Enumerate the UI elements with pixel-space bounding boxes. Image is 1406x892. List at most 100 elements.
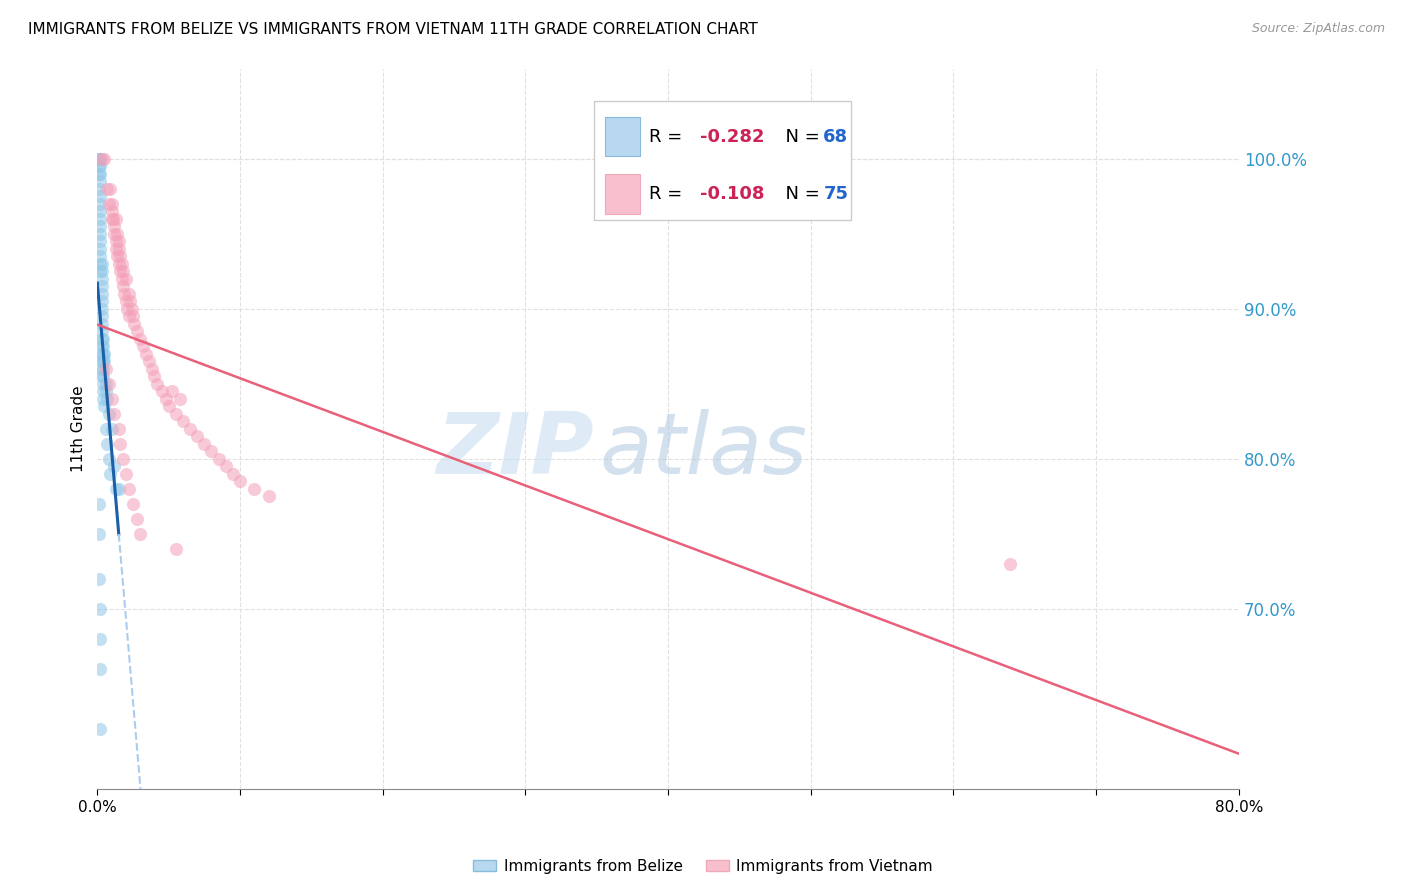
Text: ZIP: ZIP — [436, 409, 593, 492]
Point — [108, 249, 131, 263]
Point — [89, 242, 111, 256]
Point — [108, 437, 131, 451]
Point — [215, 459, 238, 474]
Point — [90, 257, 112, 271]
Point — [104, 234, 127, 248]
FancyBboxPatch shape — [606, 174, 640, 213]
Point — [90, 301, 112, 316]
Point — [1299, 722, 1322, 736]
Point — [89, 227, 111, 241]
Point — [243, 482, 266, 496]
Point — [169, 392, 191, 406]
Point — [104, 211, 127, 226]
Point — [89, 174, 111, 188]
Point — [135, 347, 157, 361]
Point — [179, 422, 201, 436]
Point — [129, 527, 152, 541]
Text: 68: 68 — [824, 128, 848, 145]
Point — [1000, 557, 1022, 571]
Point — [89, 264, 111, 278]
Point — [87, 572, 110, 586]
Text: -0.108: -0.108 — [700, 185, 765, 202]
Point — [257, 489, 280, 503]
Point — [93, 152, 115, 166]
Point — [172, 414, 194, 428]
Point — [90, 264, 112, 278]
Point — [89, 211, 111, 226]
Point — [229, 475, 252, 489]
Point — [122, 497, 145, 511]
Point — [87, 152, 110, 166]
Point — [89, 257, 111, 271]
Point — [104, 482, 127, 496]
Point — [89, 662, 111, 676]
Point — [115, 271, 138, 285]
Point — [118, 310, 141, 324]
Point — [89, 722, 111, 736]
Point — [129, 332, 152, 346]
Point — [90, 294, 112, 309]
Point — [94, 422, 117, 436]
Point — [89, 234, 111, 248]
Point — [90, 324, 112, 338]
Point — [127, 324, 149, 338]
Point — [87, 181, 110, 195]
Point — [112, 279, 135, 293]
Point — [91, 354, 114, 368]
Point — [89, 167, 111, 181]
Point — [110, 257, 132, 271]
Point — [91, 384, 114, 399]
Point — [193, 437, 215, 451]
Point — [96, 392, 118, 406]
Point — [155, 392, 177, 406]
Point — [89, 189, 111, 203]
Point — [200, 444, 222, 458]
Point — [107, 242, 129, 256]
Point — [90, 279, 112, 293]
Point — [89, 219, 111, 234]
Text: Source: ZipAtlas.com: Source: ZipAtlas.com — [1251, 22, 1385, 36]
FancyBboxPatch shape — [606, 117, 640, 156]
Point — [132, 339, 155, 353]
Point — [89, 602, 111, 616]
Point — [91, 369, 114, 384]
Point — [107, 482, 129, 496]
Text: N =: N = — [775, 128, 825, 145]
Point — [90, 339, 112, 353]
Point — [138, 354, 160, 368]
Point — [105, 227, 128, 241]
Point — [103, 227, 125, 241]
Point — [87, 152, 110, 166]
Point — [127, 512, 149, 526]
Point — [107, 234, 129, 248]
Point — [90, 347, 112, 361]
Text: N =: N = — [775, 185, 825, 202]
Point — [93, 354, 115, 368]
Text: atlas: atlas — [599, 409, 807, 492]
Point — [90, 317, 112, 331]
Point — [97, 407, 120, 421]
Point — [107, 257, 129, 271]
Point — [150, 384, 173, 399]
Point — [100, 204, 122, 219]
Point — [143, 369, 166, 384]
Point — [146, 376, 169, 391]
Point — [90, 354, 112, 368]
Point — [100, 196, 122, 211]
Point — [91, 332, 114, 346]
Point — [118, 482, 141, 496]
Point — [94, 361, 117, 376]
Point — [89, 159, 111, 173]
Point — [89, 204, 111, 219]
Point — [222, 467, 245, 481]
Point — [98, 467, 121, 481]
Point — [87, 497, 110, 511]
Point — [91, 376, 114, 391]
Point — [98, 181, 121, 195]
Y-axis label: 11th Grade: 11th Grade — [72, 385, 86, 472]
Point — [94, 384, 117, 399]
Point — [100, 211, 122, 226]
Point — [90, 332, 112, 346]
Text: -0.282: -0.282 — [700, 128, 765, 145]
Point — [103, 459, 125, 474]
